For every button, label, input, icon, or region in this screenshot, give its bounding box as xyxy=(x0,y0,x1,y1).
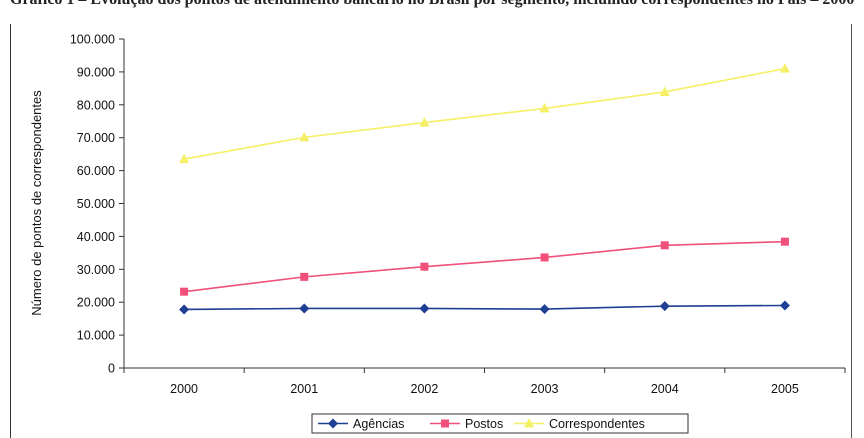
y-tick-label: 20.000 xyxy=(77,296,115,310)
y-tick-label: 80.000 xyxy=(77,98,115,112)
x-tick-label: 2003 xyxy=(531,382,559,396)
y-tick-label: 90.000 xyxy=(77,65,115,79)
y-tick-labels: 0 10.000 20.000 30.000 40.000 50.000 60.000 70.… xyxy=(70,33,115,376)
data-point-correspondentes xyxy=(659,86,670,96)
series-postos xyxy=(180,237,789,296)
frame-right-border xyxy=(851,24,852,438)
x-tick-label: 2005 xyxy=(771,382,799,396)
x-tick-label: 2000 xyxy=(170,382,198,396)
frame-left-border xyxy=(10,24,11,438)
data-point-agencias xyxy=(659,301,670,312)
data-point-agencias xyxy=(419,303,430,314)
figure-caption-text: Gráfico 1 – Evolução dos pontos de atend… xyxy=(10,0,854,9)
data-point-agencias xyxy=(179,304,190,315)
x-tick-label: 2002 xyxy=(411,382,439,396)
data-point-agencias xyxy=(779,300,790,311)
y-tick-label: 40.000 xyxy=(77,230,115,244)
legend-marker-postos xyxy=(441,419,449,428)
y-tick-label: 70.000 xyxy=(77,131,115,145)
x-tick-labels: 2000 2001 2002 2003 2004 2005 xyxy=(170,382,799,396)
series-line-agencias xyxy=(184,304,785,311)
figure-caption: Gráfico 1 – Evolução dos pontos de atend… xyxy=(10,0,854,9)
y-tick-label: 10.000 xyxy=(77,329,115,343)
legend-label-postos: Postos xyxy=(465,417,503,431)
series-line-correspondentes xyxy=(183,67,786,160)
data-point-agencias xyxy=(539,304,550,315)
y-tick-label: 30.000 xyxy=(77,263,115,277)
chart-legend: Agências Postos Correspondentes xyxy=(311,413,689,434)
data-point-postos xyxy=(420,262,429,271)
x-tick-label: 2001 xyxy=(290,382,318,396)
chart-axes xyxy=(119,38,846,373)
data-point-correspondentes xyxy=(539,102,550,113)
data-point-agencias xyxy=(299,303,310,314)
legend-box xyxy=(311,413,689,434)
data-point-correspondentes xyxy=(779,63,790,73)
series-lines xyxy=(179,63,790,315)
x-tick-label: 2004 xyxy=(651,382,679,396)
legend-label-agencias: Agências xyxy=(353,417,404,431)
series-line-postos xyxy=(183,240,785,293)
data-point-correspondentes xyxy=(419,117,430,127)
series-correspondentes xyxy=(179,63,790,164)
legend-marker-correspondentes xyxy=(524,418,534,428)
y-tick-label: 100.000 xyxy=(70,33,115,47)
data-point-postos xyxy=(180,287,189,296)
legend-label-correspondentes: Correspondentes xyxy=(549,417,645,431)
data-point-postos xyxy=(540,253,549,262)
series-agencias xyxy=(179,300,790,315)
y-tick-label: 50.000 xyxy=(77,197,115,211)
data-point-postos xyxy=(780,237,789,246)
y-tick-label: 60.000 xyxy=(77,164,115,178)
y-tick-label: 0 xyxy=(108,362,115,376)
y-axis-title: Número de pontos de correspondentes xyxy=(29,90,44,316)
legend-marker-agencias xyxy=(328,418,338,429)
data-point-postos xyxy=(660,241,669,250)
data-point-postos xyxy=(300,272,309,281)
data-point-correspondentes xyxy=(299,131,310,142)
data-point-correspondentes xyxy=(179,153,190,164)
